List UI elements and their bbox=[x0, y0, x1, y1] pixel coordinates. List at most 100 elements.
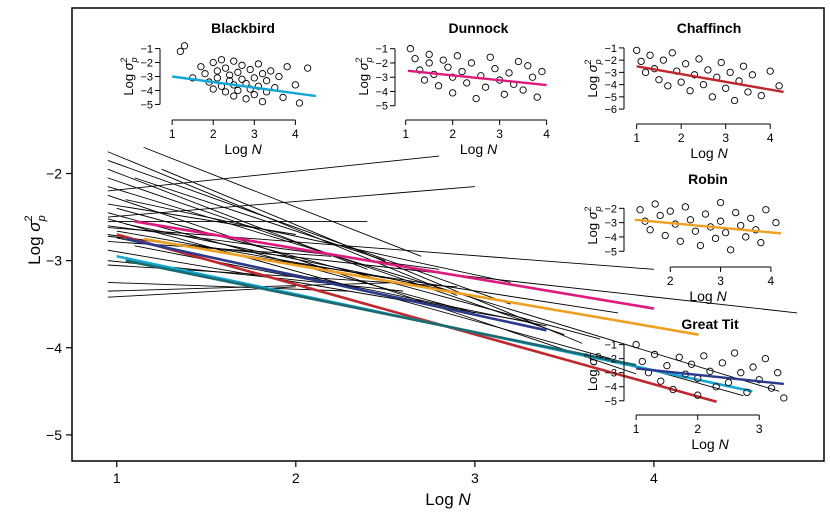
data-point bbox=[738, 222, 744, 228]
data-point bbox=[251, 75, 257, 81]
data-point bbox=[435, 83, 441, 89]
data-point bbox=[231, 58, 237, 64]
data-point bbox=[725, 379, 731, 385]
data-point bbox=[202, 71, 208, 77]
inset-x-tick-label: 2 bbox=[449, 127, 456, 141]
data-point bbox=[304, 65, 310, 71]
inset-x-tick-label: 3 bbox=[496, 127, 503, 141]
main-x-tick-label: 1 bbox=[113, 470, 121, 486]
data-point bbox=[719, 360, 725, 366]
data-point bbox=[732, 209, 738, 215]
main-y-tick-label: −4 bbox=[46, 340, 62, 356]
inset-x-label: Log N bbox=[460, 141, 498, 157]
inset-y-tick-label: −2 bbox=[604, 55, 617, 67]
inset-x-tick-label: 2 bbox=[210, 127, 217, 141]
data-point bbox=[718, 59, 724, 65]
inset-y-label: Log σ2p bbox=[583, 206, 603, 244]
data-point bbox=[539, 68, 545, 74]
data-point bbox=[678, 79, 684, 85]
data-point bbox=[687, 217, 693, 223]
inset-y-label: Log σ2p bbox=[354, 57, 374, 95]
data-point bbox=[642, 69, 648, 75]
data-point bbox=[421, 77, 427, 83]
data-point bbox=[525, 63, 531, 69]
inset-x-tick-label: 1 bbox=[402, 127, 409, 141]
inset-y-tick-label: −4 bbox=[140, 85, 153, 97]
data-point bbox=[222, 65, 228, 71]
inset-y-tick-label: −6 bbox=[604, 104, 617, 116]
data-point bbox=[658, 378, 664, 384]
data-point bbox=[749, 72, 755, 78]
data-point bbox=[633, 47, 639, 53]
inset-y-tick-label: −3 bbox=[604, 67, 617, 79]
data-point bbox=[767, 68, 773, 74]
data-point bbox=[284, 64, 290, 70]
inset-x-label: Log N bbox=[689, 288, 727, 304]
inset-title: Chaffinch bbox=[677, 20, 742, 36]
main-x-label-var: N bbox=[458, 490, 471, 509]
data-point bbox=[750, 364, 756, 370]
data-point bbox=[292, 82, 298, 88]
main-x-label-prefix: Log bbox=[425, 490, 453, 509]
data-point bbox=[239, 62, 245, 68]
data-point bbox=[738, 370, 744, 376]
data-point bbox=[776, 83, 782, 89]
data-point bbox=[276, 73, 282, 79]
data-point bbox=[231, 93, 237, 99]
inset-y-tick-label: −1 bbox=[604, 43, 617, 55]
inset-y-tick-label: −3 bbox=[604, 218, 617, 230]
data-point bbox=[412, 55, 418, 61]
data-point bbox=[762, 355, 768, 361]
inset-y-tick-label: −3 bbox=[375, 72, 388, 84]
inset-robin: Robin2 3 4−2−3−4−5Log NLog σ2p bbox=[583, 171, 781, 304]
inset-x-label: Log N bbox=[690, 145, 728, 161]
main-y-tick-label: −2 bbox=[46, 166, 62, 182]
inset-y-label: Log σ2p bbox=[583, 353, 603, 391]
data-point bbox=[667, 208, 673, 214]
data-point bbox=[515, 58, 521, 64]
data-point bbox=[727, 247, 733, 253]
data-point bbox=[222, 89, 228, 95]
data-point bbox=[501, 91, 507, 97]
inset-y-tick-label: −1 bbox=[375, 44, 388, 56]
data-point bbox=[676, 354, 682, 360]
data-point bbox=[214, 75, 220, 81]
data-point bbox=[665, 83, 671, 89]
data-point bbox=[440, 57, 446, 63]
highlight-line-dunnock bbox=[135, 221, 654, 308]
data-point bbox=[758, 239, 764, 245]
inset-x-tick-label: 4 bbox=[292, 127, 299, 141]
data-point bbox=[697, 242, 703, 248]
data-point bbox=[280, 94, 286, 100]
inset-y-tick-label: −4 bbox=[604, 382, 617, 394]
data-point bbox=[247, 66, 253, 72]
main-x-tick-label: 4 bbox=[650, 470, 658, 486]
data-point bbox=[743, 234, 749, 240]
data-point bbox=[638, 58, 644, 64]
data-point bbox=[731, 97, 737, 103]
data-point bbox=[181, 43, 187, 49]
main-y-label-sup: 2 bbox=[23, 215, 35, 221]
data-point bbox=[482, 84, 488, 90]
inset-blackbird: Blackbird1 2 3 4−1−2−3−4−5Log NLog σ2p bbox=[119, 20, 316, 157]
data-point bbox=[682, 61, 688, 67]
inset-dunnock: Dunnock 1 2 3 4 −1 −2 −3 −4 −5 Log N Log σ2p bbox=[354, 20, 550, 157]
inset-y-tick-label: −5 bbox=[375, 101, 388, 113]
data-point bbox=[717, 218, 723, 224]
inset-fit-line bbox=[408, 71, 547, 85]
data-point bbox=[722, 85, 728, 91]
data-point bbox=[687, 88, 693, 94]
data-point bbox=[263, 77, 269, 83]
main-x-axis-label: Log N bbox=[425, 490, 471, 509]
main-x-tick-label: 2 bbox=[292, 470, 300, 486]
data-point bbox=[774, 370, 780, 376]
data-point bbox=[255, 61, 261, 67]
data-point bbox=[660, 57, 666, 63]
data-point bbox=[696, 56, 702, 62]
inset-chaffinch: Chaffinch 1 2 3 4 −1−2−3−4−5−6 Log N Log σ2p bbox=[583, 20, 784, 161]
inset-title: Dunnock bbox=[449, 20, 509, 36]
inset-x-tick-label: 3 bbox=[756, 422, 763, 436]
data-point bbox=[637, 207, 643, 213]
data-point bbox=[669, 50, 675, 56]
